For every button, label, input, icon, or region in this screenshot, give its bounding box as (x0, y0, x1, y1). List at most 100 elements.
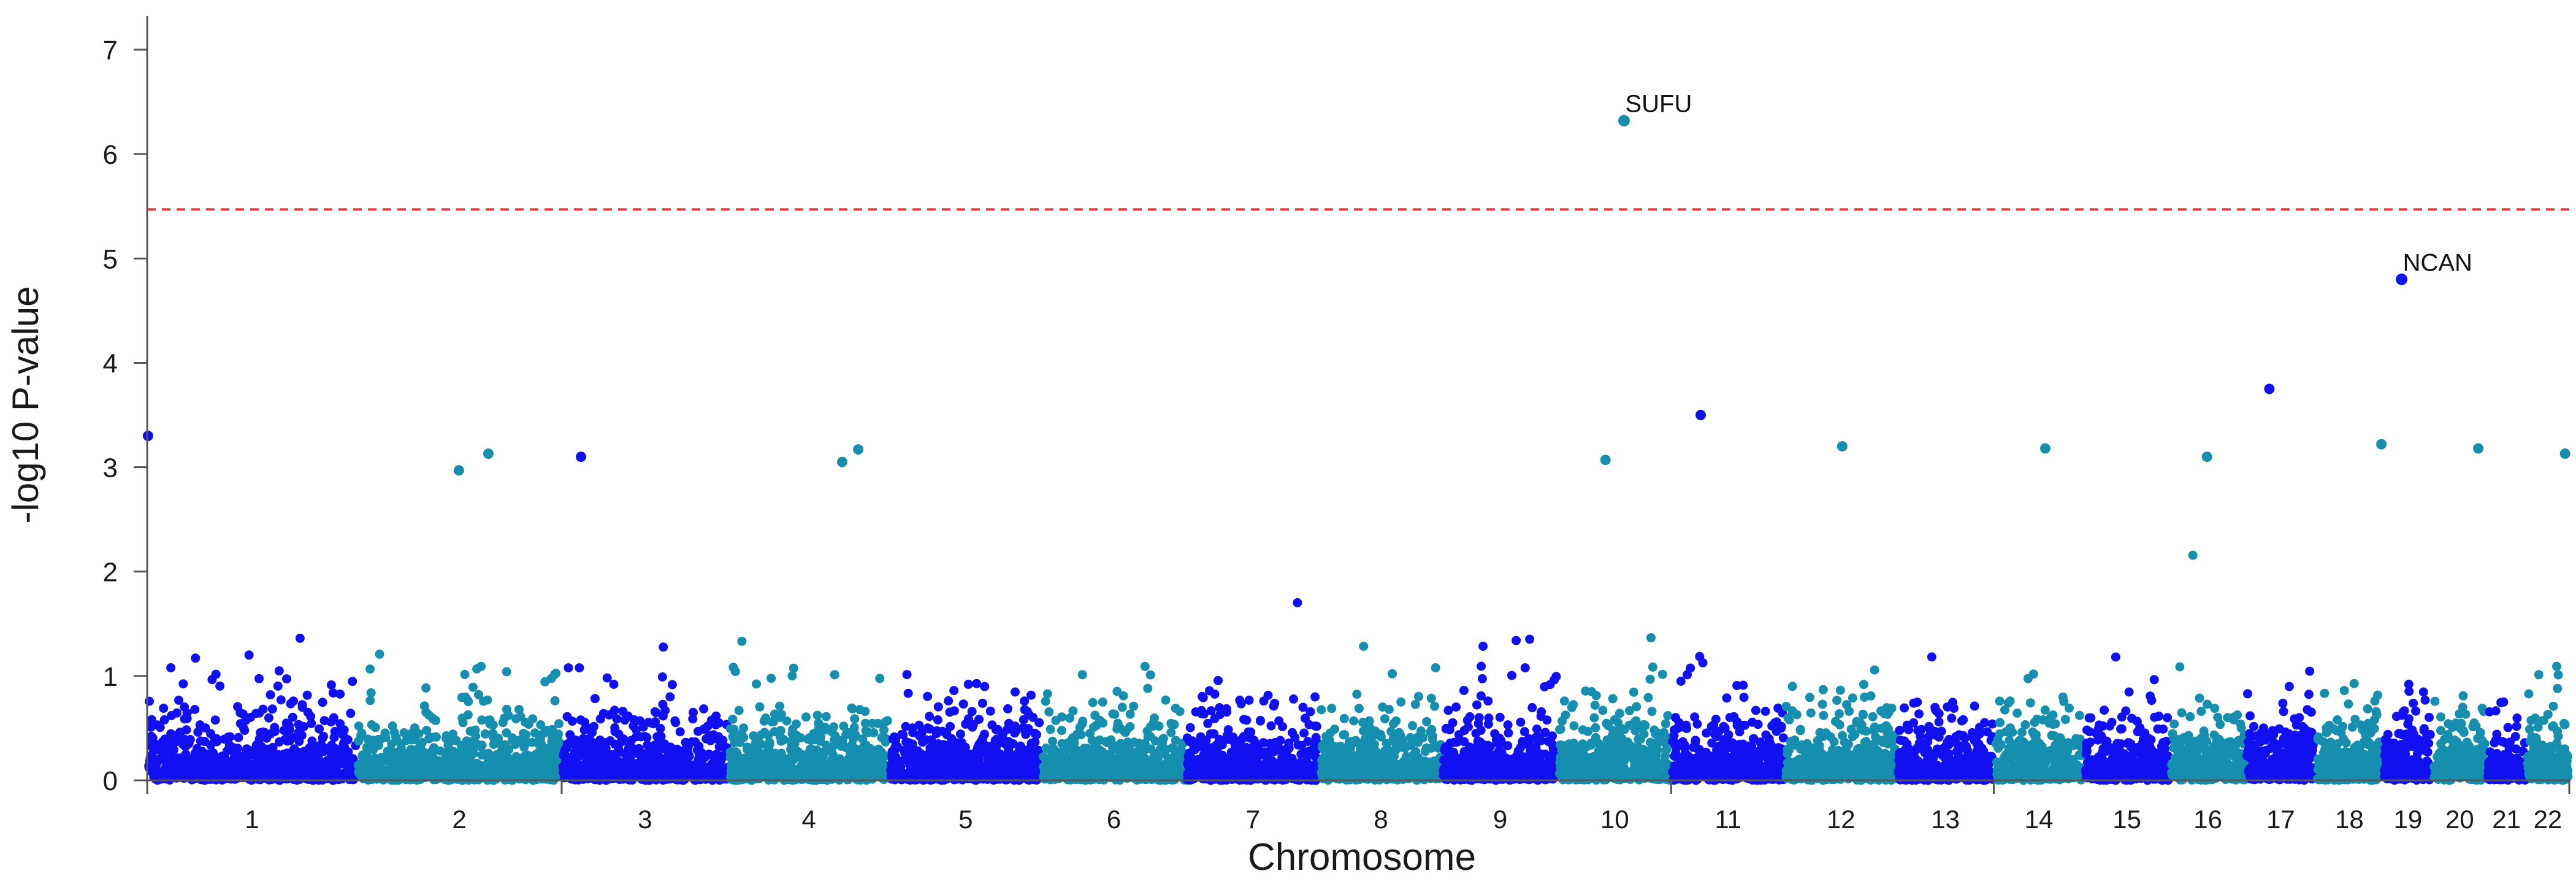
data-point (320, 716, 329, 725)
data-point (372, 736, 381, 745)
data-point (895, 757, 904, 766)
data-point (1167, 720, 1176, 729)
data-point (329, 713, 338, 723)
scatter-points (143, 383, 2573, 785)
data-point (239, 724, 248, 733)
data-point (1270, 699, 1279, 708)
data-point (662, 760, 671, 769)
data-point (1191, 707, 1201, 717)
data-point (1361, 747, 1370, 756)
chromosome-3-points (559, 642, 732, 785)
data-point (876, 757, 885, 766)
data-point (875, 674, 884, 683)
data-point (813, 748, 822, 758)
data-point (289, 696, 298, 705)
data-point (381, 728, 390, 737)
data-point (1236, 742, 1245, 751)
data-point (457, 693, 467, 702)
chromosome-1-points (144, 634, 360, 785)
data-point (665, 770, 675, 779)
data-point (925, 712, 934, 721)
manhattan-plot: 0 1 2 3 4 5 6 7 1 2 3 4 5 6 7 8 9 10 11 12 13 14 15 16 17 18 19 20 2… (0, 0, 2576, 884)
data-point (1044, 771, 1053, 780)
data-point (365, 664, 375, 674)
data-point (303, 691, 312, 700)
data-point (474, 690, 483, 699)
data-point (1352, 690, 1361, 699)
data-point (566, 774, 575, 783)
data-point (159, 704, 168, 713)
data-point (595, 736, 605, 745)
data-point (1355, 704, 1364, 713)
data-point (595, 762, 604, 771)
data-point (448, 729, 457, 739)
data-point (1327, 704, 1336, 713)
data-point (1012, 726, 1021, 735)
data-point (1224, 725, 1233, 734)
data-point (995, 756, 1004, 766)
data-point (234, 733, 243, 742)
data-point (1118, 748, 1128, 758)
data-point (180, 769, 189, 778)
data-point (483, 696, 492, 705)
data-point (890, 746, 899, 755)
data-point (1088, 698, 1098, 707)
data-point (340, 725, 349, 734)
data-point (1270, 747, 1279, 756)
data-point (1340, 730, 1349, 739)
data-point (1366, 734, 1375, 744)
data-point (1137, 775, 1146, 784)
data-point (936, 761, 945, 770)
data-point (548, 732, 557, 742)
data-point (671, 718, 680, 727)
data-point (835, 755, 844, 764)
data-point (180, 738, 189, 747)
data-point (1304, 720, 1313, 729)
data-point (1259, 696, 1269, 705)
data-point (1146, 671, 1155, 680)
data-point (792, 731, 801, 740)
data-point (1386, 727, 1396, 736)
data-point (387, 739, 396, 748)
data-point (790, 751, 800, 761)
data-point (411, 775, 421, 784)
data-point (934, 702, 943, 712)
data-point (835, 736, 844, 745)
data-point (471, 726, 480, 735)
data-point (614, 744, 623, 753)
data-point (822, 741, 831, 750)
chromosome-7-points (1183, 598, 1323, 785)
data-point (617, 759, 626, 768)
data-point (1159, 734, 1168, 743)
data-point (178, 679, 188, 688)
data-point (1019, 715, 1028, 724)
data-point (231, 771, 240, 780)
data-point (1166, 728, 1175, 737)
data-point (340, 742, 349, 751)
data-point (1139, 753, 1148, 763)
data-point (849, 734, 858, 744)
data-point (1288, 728, 1297, 737)
data-point (259, 768, 268, 777)
data-point (603, 755, 613, 764)
data-point (610, 680, 619, 689)
data-point (151, 761, 161, 771)
data-point (275, 666, 284, 675)
data-point (1247, 757, 1256, 766)
data-point (573, 760, 582, 769)
data-point (1418, 733, 1428, 742)
data-point (755, 766, 764, 775)
data-point (329, 688, 338, 698)
data-point (316, 746, 326, 755)
data-point (726, 750, 735, 759)
data-point (1141, 662, 1150, 671)
data-point (251, 709, 261, 718)
data-point (933, 715, 942, 724)
data-point (158, 752, 167, 761)
data-point (527, 774, 536, 783)
data-point (1210, 690, 1220, 699)
data-point (277, 695, 286, 704)
data-point (220, 753, 229, 762)
data-point (472, 664, 481, 674)
data-point (1110, 710, 1119, 719)
